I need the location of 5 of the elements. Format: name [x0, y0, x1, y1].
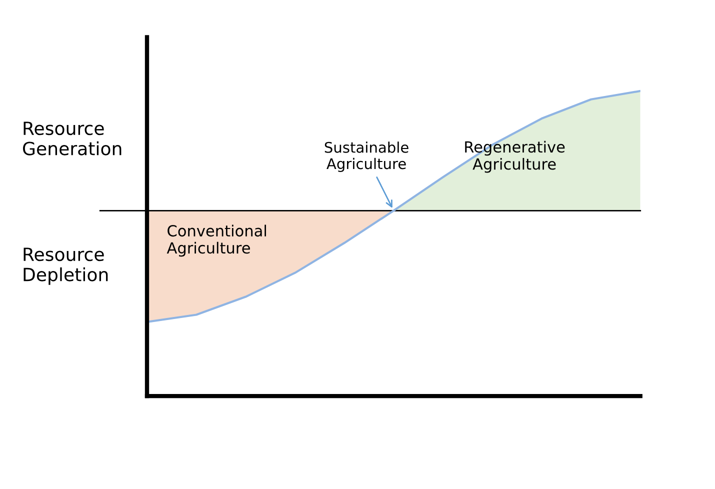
annotation: Resource Depletion — [24, 248, 108, 285]
annotation: Sustainable Agriculture — [324, 142, 408, 172]
annotation: Regenerative Agriculture — [465, 140, 565, 173]
annotation: Resource Generation — [23, 122, 122, 156]
annotation: Conventional Agriculture — [166, 224, 266, 257]
